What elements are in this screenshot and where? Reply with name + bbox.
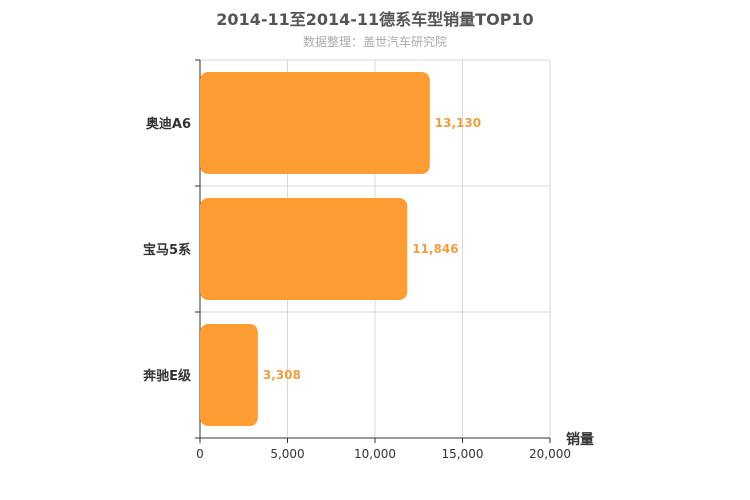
chart-title: 2014-11至2014-11德系车型销量TOP10 (216, 10, 534, 29)
bar-0 (200, 72, 430, 174)
x-tick-label-3: 15,000 (442, 447, 484, 461)
x-axis-title: 销量 (566, 431, 594, 448)
x-tick-label-4: 20,000 (529, 447, 571, 461)
bar-value-label-1: 11,846 (412, 242, 458, 256)
x-tick-label-1: 5,000 (270, 447, 304, 461)
bar-value-label-0: 13,130 (435, 116, 481, 130)
x-tick-label-2: 10,000 (354, 447, 396, 461)
category-label-1: 宝马5系 (143, 242, 191, 258)
x-tick-label-0: 0 (196, 447, 204, 461)
bar-value-label-2: 3,308 (263, 368, 301, 382)
category-label-2: 奔驰E级 (142, 368, 192, 384)
bar-2 (200, 324, 258, 426)
bar-1 (200, 198, 408, 300)
chart-subtitle: 数据整理：盖世汽车研究院 (302, 35, 447, 49)
category-label-0: 奥迪A6 (146, 116, 191, 132)
